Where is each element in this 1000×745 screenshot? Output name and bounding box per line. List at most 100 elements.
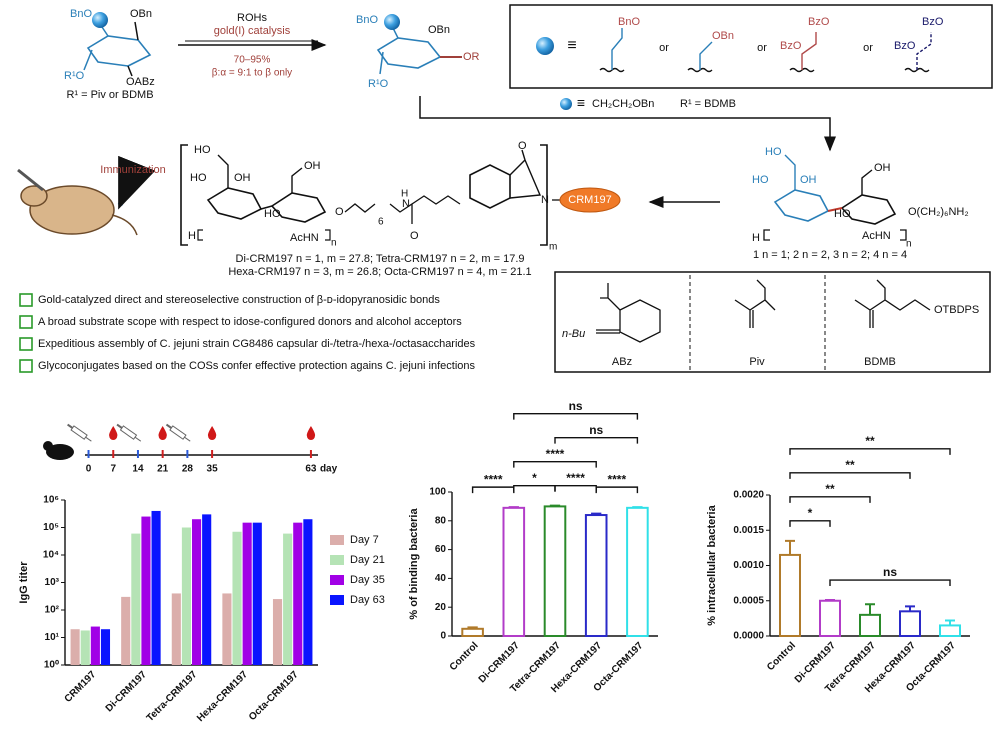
bar xyxy=(283,533,293,665)
significance-label: ** xyxy=(825,482,835,496)
bar xyxy=(90,626,100,665)
x-tick-label: Tetra-CRM197 xyxy=(145,669,200,724)
group-label: BzO xyxy=(780,40,802,52)
group-label: OH xyxy=(234,172,251,184)
blood-drop xyxy=(306,426,316,440)
group-label: n-Bu xyxy=(562,328,585,340)
error-bar xyxy=(825,599,835,602)
selectivity: β:α = 9:1 to β only xyxy=(212,68,292,79)
group-label: HO xyxy=(190,172,207,184)
error-bar xyxy=(467,626,478,629)
group-label: N xyxy=(541,194,549,206)
y-tick-label: 0.0005 xyxy=(733,595,764,606)
group-label: OBn xyxy=(428,24,450,36)
significance-bracket xyxy=(789,496,871,503)
catalyst: gold(I) catalysis xyxy=(214,25,291,37)
bar xyxy=(899,610,921,638)
group-label: H xyxy=(188,230,196,242)
significance-label: **** xyxy=(607,472,626,486)
y-axis-label: % of binding bacteria xyxy=(408,508,420,620)
significance-label: **** xyxy=(566,471,585,485)
bar xyxy=(293,522,303,665)
side-chain-sketches xyxy=(599,28,932,73)
group-label: OABz xyxy=(126,76,155,88)
syringe-body xyxy=(70,425,88,440)
carrier-label: CRM197 xyxy=(568,194,611,206)
group-label: O xyxy=(518,140,527,152)
syringe-icon xyxy=(165,423,191,442)
syringe-plunger xyxy=(116,423,123,429)
significance-label: ** xyxy=(845,458,855,472)
y-tick-label: 10² xyxy=(45,605,60,616)
conjugate-structure xyxy=(180,144,621,246)
checkboxes xyxy=(19,293,33,373)
significance-label: * xyxy=(532,471,537,485)
timeline-label: 28 xyxy=(182,464,194,475)
highlight: Gold-catalyzed direct and stereoselectiv… xyxy=(38,294,440,306)
syringe-icon xyxy=(67,423,92,442)
bar xyxy=(252,522,262,665)
bar xyxy=(303,519,313,665)
group-label: H xyxy=(401,189,408,200)
compound-numbers: 1 n = 1; 2 n = 2, 3 n = 2; 4 n = 4 xyxy=(753,249,907,261)
y-tick-label: 0.0020 xyxy=(733,490,764,501)
donor-note: R¹ = Piv or BDMB xyxy=(66,89,153,101)
timeline-label: 7 xyxy=(110,464,116,475)
group-label: 6 xyxy=(378,217,384,228)
significance-bracket xyxy=(513,460,597,468)
group-label: BnO xyxy=(618,16,640,28)
significance-bracket xyxy=(554,484,597,492)
error-bar xyxy=(549,504,561,507)
timeline-label: 14 xyxy=(132,464,144,475)
bar xyxy=(272,599,283,665)
error-bar xyxy=(865,603,875,615)
group-label: N xyxy=(402,198,410,210)
significance-bracket xyxy=(471,486,515,494)
y-tick-label: 40 xyxy=(435,573,447,584)
equiv-sign: ≡ xyxy=(577,95,585,111)
highlight: Expeditious assembly of C. jejuni strain… xyxy=(38,338,476,350)
significance-bracket xyxy=(789,520,831,527)
group-label: R¹O xyxy=(368,78,389,90)
group-label: HO xyxy=(765,146,782,158)
legend-label: Day 63 xyxy=(350,594,385,606)
significance-label: ns xyxy=(569,399,583,413)
syringe-body xyxy=(119,425,138,440)
y-tick-label: 0 xyxy=(440,631,446,642)
timeline-label: 35 xyxy=(207,464,219,475)
bar xyxy=(141,516,151,665)
y-tick-label: 80 xyxy=(435,515,447,526)
significance-label: **** xyxy=(484,472,503,486)
group-label: HO xyxy=(264,208,281,220)
syringe-plunger xyxy=(67,423,74,429)
syringe-body xyxy=(169,425,187,440)
bar xyxy=(242,522,252,665)
significance-bracket xyxy=(829,579,951,587)
group-label: HO xyxy=(752,174,769,186)
error-bar xyxy=(632,506,643,509)
timeline-label: 0 xyxy=(86,464,92,475)
group-label: m xyxy=(549,242,557,253)
group-label: OTBDPS xyxy=(934,304,979,316)
group-label: O xyxy=(410,230,419,242)
protecting-group-name: Piv xyxy=(749,356,765,368)
equiv-sign: ≡ xyxy=(567,37,576,54)
condition-text: CH₂CH₂OBn xyxy=(592,98,654,110)
reagent: ROHs xyxy=(237,12,267,24)
bar xyxy=(202,514,212,665)
group-label: OBn xyxy=(712,30,734,42)
bar xyxy=(543,505,567,637)
y-tick-label: 10⁶ xyxy=(43,495,59,506)
bar xyxy=(859,613,881,637)
bar xyxy=(192,519,202,665)
significance-label: * xyxy=(808,506,813,520)
bar xyxy=(131,533,141,665)
significance-label: **** xyxy=(546,447,565,461)
group-label: BnO xyxy=(356,14,378,26)
group-label: n xyxy=(331,238,337,249)
x-tick-label: Hexa-CRM197 xyxy=(195,669,250,724)
ball-icon xyxy=(560,98,572,110)
syringe-needle xyxy=(134,436,142,442)
bar xyxy=(626,506,649,637)
group-label: HO xyxy=(194,144,211,156)
